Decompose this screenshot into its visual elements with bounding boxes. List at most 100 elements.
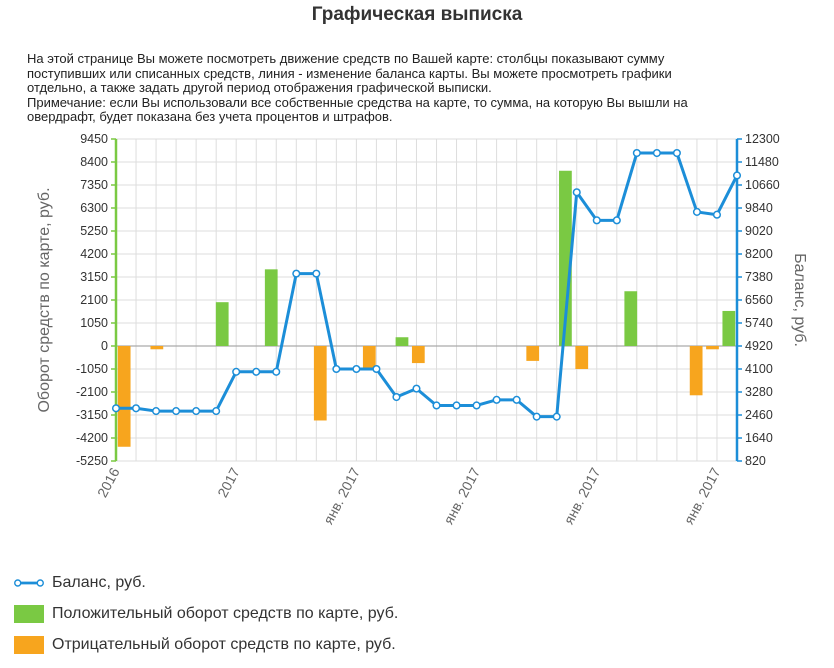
- balance-point: [632, 148, 641, 158]
- balance-point: [172, 407, 181, 416]
- balance-point: [452, 401, 461, 410]
- y-right-tick-label: 4920: [745, 339, 773, 353]
- bar-negative: [150, 346, 164, 350]
- bar-positive: [264, 269, 278, 346]
- y-left-tick-label: 2100: [80, 293, 108, 307]
- bar-negative: [526, 346, 540, 361]
- balance-point: [412, 384, 421, 393]
- bar-positive: [559, 170, 572, 346]
- balance-point: [612, 216, 621, 225]
- description-line: поступивших или списанных средств, линия…: [27, 65, 672, 81]
- positive-bar-icon: [14, 605, 44, 623]
- balance-line: [116, 151, 739, 419]
- x-tick-label: 2017: [214, 465, 243, 500]
- x-tick-label: янв. 2017: [320, 465, 363, 527]
- description-line: Примечание: если Вы использовали все соб…: [27, 94, 688, 110]
- x-tick-label: янв. 2017: [560, 465, 603, 527]
- y-left-tick-label: -5250: [76, 454, 108, 468]
- y-left-tick-label: 9450: [80, 132, 108, 146]
- bar-negative: [706, 346, 719, 350]
- balance-point: [532, 412, 541, 421]
- bar-negative: [575, 346, 589, 369]
- page-description: На этой странице Вы можете посмотреть дв…: [27, 51, 817, 125]
- balance-point: [652, 148, 661, 158]
- balance-point: [512, 395, 521, 404]
- y-right-tick-label: 4100: [745, 362, 773, 376]
- balance-point: [492, 395, 501, 404]
- balance-line-icon: [14, 579, 44, 587]
- balance-point: [232, 367, 241, 376]
- negative-bar-icon: [14, 636, 44, 654]
- balance-point: [392, 392, 401, 402]
- balance-point: [692, 207, 701, 216]
- balance-point: [372, 364, 381, 374]
- y-left-tick-label: 7350: [80, 178, 108, 192]
- x-tick-label: 2016: [94, 465, 123, 500]
- y-left-tick-label: -1050: [76, 362, 108, 376]
- description-line: отдельно, а также задать другой период о…: [27, 80, 492, 95]
- balance-point: [672, 148, 681, 158]
- y-right-tick-label: 1640: [745, 431, 773, 445]
- y-right-tick-label: 9840: [745, 201, 773, 215]
- bar-negative: [362, 346, 376, 369]
- y-right-tick-label: 7380: [745, 270, 773, 284]
- y-left-tick-label: 0: [101, 339, 108, 353]
- y-right-tick-label: 820: [745, 454, 766, 468]
- description-line: овердрафт, будет показана без учета проц…: [27, 109, 393, 124]
- balance-point: [192, 407, 201, 416]
- bar-positive: [215, 302, 229, 346]
- y-right-tick-label: 12300: [745, 132, 780, 146]
- balance-point: [111, 404, 121, 413]
- legend-label: Отрицательный оборот средств по карте, р…: [52, 636, 396, 653]
- y-left-tick-label: -4200: [76, 431, 108, 445]
- balance-point: [292, 269, 301, 278]
- y-right-axis-title: Баланс, руб.: [791, 253, 808, 347]
- balance-point: [131, 404, 141, 413]
- y-right-tick-label: 8200: [745, 247, 773, 261]
- bar-positive: [722, 310, 736, 346]
- balance-point: [252, 367, 261, 376]
- balance-point: [432, 401, 441, 410]
- y-right-tick-label: 2460: [745, 408, 773, 422]
- balance-point: [472, 401, 481, 410]
- bar-negative: [313, 346, 327, 421]
- y-left-tick-label: -3150: [76, 408, 108, 422]
- y-left-axis-title: Оборот средств по карте, руб.: [36, 187, 53, 412]
- balance-point: [572, 188, 581, 197]
- description-line: На этой странице Вы можете посмотреть дв…: [27, 51, 665, 66]
- bar-negative: [117, 346, 131, 447]
- balance-point: [352, 364, 361, 374]
- legend-label: Баланс, руб.: [52, 574, 146, 591]
- balance-point: [332, 364, 341, 374]
- y-left-tick-label: 1050: [80, 316, 108, 330]
- x-tick-label: янв. 2017: [440, 465, 483, 527]
- bar-negative: [411, 346, 425, 364]
- bar-negative: [689, 346, 703, 396]
- balance-point: [212, 407, 221, 416]
- balance-point: [712, 210, 722, 219]
- balance-point: [152, 407, 161, 416]
- y-right-tick-label: 3280: [745, 385, 773, 399]
- y-left-tick-label: 6300: [80, 201, 108, 215]
- x-tick-label: янв. 2017: [681, 465, 724, 527]
- y-right-tick-label: 5740: [745, 316, 773, 330]
- y-right-tick-label: 9020: [745, 224, 773, 238]
- y-left-tick-label: 4200: [80, 247, 108, 261]
- y-left-tick-label: -2100: [76, 385, 108, 399]
- bar-positive: [395, 337, 409, 346]
- balance-point: [552, 412, 561, 421]
- bar-positive: [624, 291, 638, 346]
- balance-point: [732, 171, 742, 180]
- y-right-tick-label: 10660: [745, 178, 780, 192]
- legend-label: Положительный оборот средств по карте, р…: [52, 605, 399, 622]
- legend-item-balance[interactable]: Баланс, руб.: [14, 570, 614, 596]
- legend-item-negative[interactable]: Отрицательный оборот средств по карте, р…: [14, 632, 614, 658]
- y-left-tick-label: 5250: [80, 224, 108, 238]
- y-left-tick-label: 8400: [80, 155, 108, 169]
- balance-point: [592, 216, 601, 225]
- page-title: Графическая выписка: [311, 4, 523, 25]
- legend-item-positive[interactable]: Положительный оборот средств по карте, р…: [14, 601, 614, 627]
- y-left-tick-label: 3150: [80, 270, 108, 284]
- y-right-tick-label: 11480: [745, 155, 779, 169]
